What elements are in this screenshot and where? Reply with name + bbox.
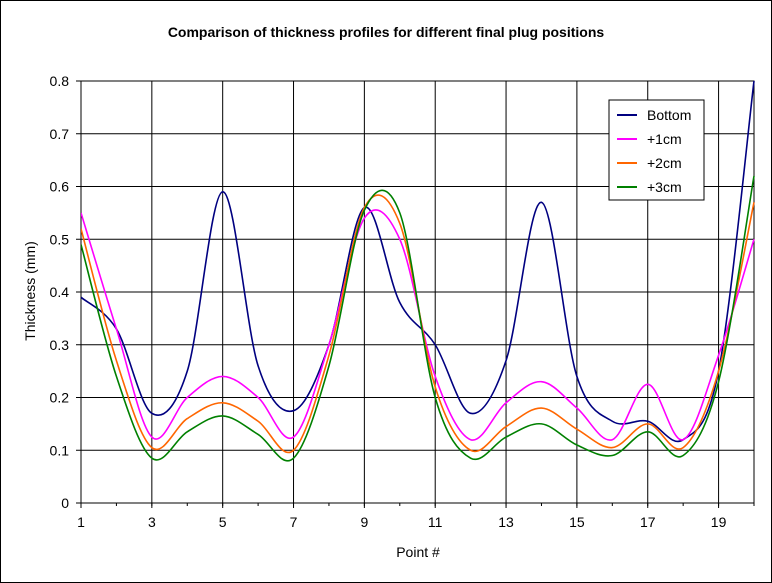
legend-label: +1cm — [647, 131, 682, 147]
x-tick-label: 9 — [360, 514, 368, 530]
y-tick-label: 0.6 — [50, 179, 70, 195]
legend-label: +3cm — [647, 179, 682, 195]
y-axis-label: Thickness (mm) — [22, 241, 38, 341]
legend-label: +2cm — [647, 155, 682, 171]
y-tick-label: 0 — [61, 495, 69, 511]
x-axis-label: Point # — [396, 544, 440, 560]
legend-box — [608, 99, 705, 201]
x-tick-label: 3 — [148, 514, 156, 530]
y-tick-label: 0.3 — [50, 337, 70, 353]
legend-label: Bottom — [647, 107, 691, 123]
x-tick-label: 19 — [711, 514, 727, 530]
plot-frame — [80, 80, 755, 504]
series-line-2cm — [81, 194, 755, 454]
legend: Bottom +1cm +2cm +3cm — [608, 99, 705, 201]
y-tick-label: 0.4 — [50, 284, 70, 300]
x-tick-label: 5 — [219, 514, 227, 530]
y-tick-label: 0.2 — [50, 390, 70, 406]
x-tick-label: 17 — [640, 514, 656, 530]
series-line-3cm — [81, 175, 755, 462]
x-tick-label: 7 — [290, 514, 298, 530]
y-tick-label: 0.5 — [50, 231, 70, 247]
series-line-1cm — [81, 209, 755, 441]
x-tick-label: 11 — [428, 514, 443, 530]
plot-area: 00.10.20.30.40.50.60.70.81 3 5 7 9 11 13 15 17 19 — [50, 73, 755, 530]
x-tick-label: 13 — [498, 514, 514, 530]
y-tick-label: 0.8 — [50, 73, 70, 89]
y-tick-label: 0.1 — [50, 442, 70, 458]
x-tick-label: 15 — [569, 514, 585, 530]
chart-title: Comparison of thickness profiles for dif… — [168, 24, 605, 40]
x-tick-label: 1 — [77, 514, 85, 530]
y-tick-label: 0.7 — [50, 126, 70, 142]
